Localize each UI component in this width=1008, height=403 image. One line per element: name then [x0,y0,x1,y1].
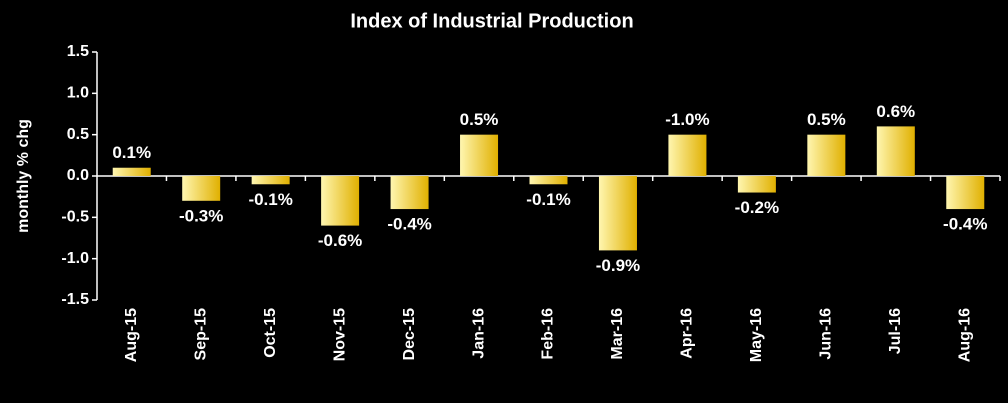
bar [182,176,221,201]
value-label: -0.1% [526,190,570,209]
value-label: -0.3% [179,206,223,225]
value-label: -1.0% [665,110,709,129]
y-tick-label: 0.5 [67,126,89,143]
value-label: -0.4% [387,215,431,234]
bar [807,134,846,176]
bar [668,134,707,176]
value-label: -0.2% [735,198,779,217]
y-tick-label: 0.0 [67,167,89,184]
value-label: -0.4% [943,215,987,234]
x-tick-label: Mar-16 [609,308,626,360]
bar [460,134,499,176]
value-label: -0.1% [248,190,292,209]
bar [876,126,915,176]
x-tick-label: Feb-16 [540,308,557,360]
x-tick-label: Jul-16 [887,308,904,354]
value-label: -0.9% [596,256,640,275]
y-tick-label: -0.5 [61,209,89,226]
value-label: 0.6% [876,102,915,121]
x-tick-label: Dec-15 [401,308,418,361]
y-axis-label: monthly % chg [15,119,32,233]
y-tick-label: -1.5 [61,291,89,308]
y-tick-label: -1.0 [61,250,89,267]
bar [321,176,360,226]
x-tick-label: Apr-16 [679,308,696,359]
bar [112,167,151,176]
bar [529,176,568,185]
bar [598,176,637,251]
x-tick-label: Jan-16 [470,308,487,359]
x-tick-label: May-16 [748,308,765,362]
y-tick-label: 1.5 [67,43,89,60]
bar [737,176,776,193]
value-label: 0.5% [807,110,846,129]
bar [251,176,290,185]
x-tick-label: Oct-15 [262,308,279,358]
value-label: 0.5% [460,110,499,129]
y-tick-label: 1.0 [67,85,89,102]
bar [390,176,429,210]
chart-title: Index of Industrial Production [350,10,633,32]
x-tick-label: Aug-16 [956,308,973,362]
x-tick-label: Jun-16 [818,308,835,360]
x-tick-label: Nov-15 [331,308,348,361]
x-tick-label: Sep-15 [192,308,209,361]
x-tick-label: Aug-15 [123,308,140,362]
value-label: -0.6% [318,231,362,250]
value-label: 0.1% [112,143,151,162]
bar [946,176,985,210]
